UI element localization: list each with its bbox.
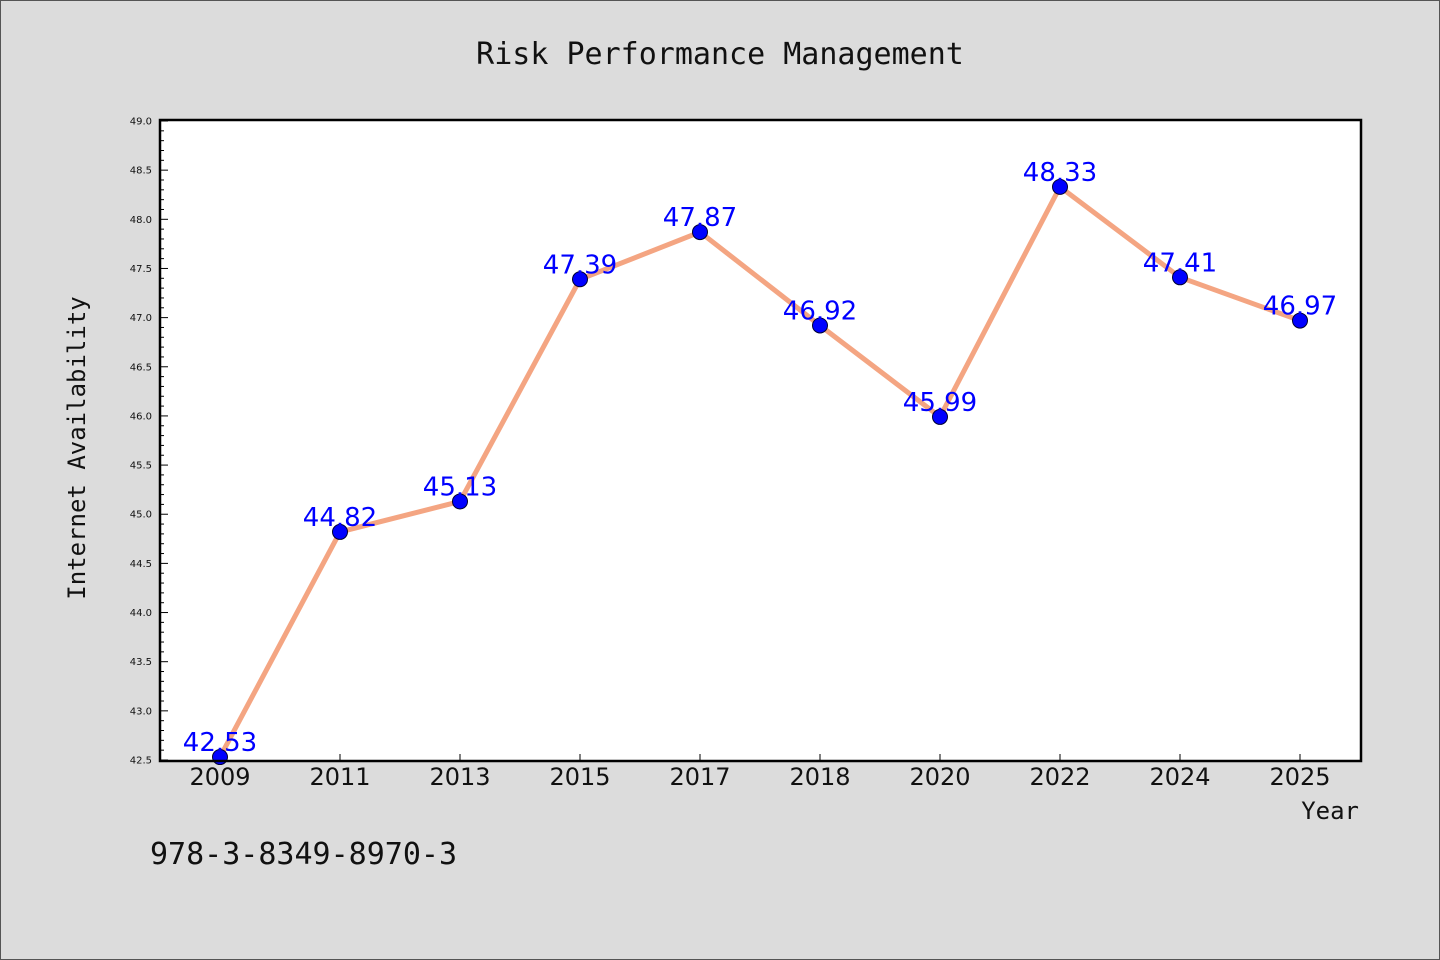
series-line	[217, 184, 1303, 760]
data-label: 47.41	[1143, 248, 1217, 278]
y-tick-label: 45.5	[130, 461, 152, 472]
x-tick-label: 2024	[1149, 763, 1210, 791]
x-tick-label: 2009	[189, 763, 250, 791]
y-tick-label: 48.0	[130, 215, 152, 226]
data-point	[1172, 269, 1188, 286]
x-tick-label: 2015	[549, 763, 610, 791]
y-tick-label: 47.5	[130, 264, 152, 275]
data-label: 42.53	[183, 728, 257, 758]
y-tick-label: 49.0	[130, 117, 152, 128]
y-tick-label: 43.5	[130, 657, 152, 668]
data-label: 44.82	[303, 503, 377, 533]
y-tick-label: 44.5	[130, 559, 152, 570]
y-tick-label: 46.5	[130, 362, 152, 373]
plot-area	[160, 120, 1361, 761]
isbn-text: 978-3-8349-8970-3	[150, 837, 457, 872]
y-tick-label: 47.0	[130, 313, 152, 324]
data-label: 45.13	[423, 472, 497, 502]
x-tick-label: 2022	[1029, 763, 1090, 791]
data-label: 48.33	[1023, 158, 1097, 188]
chart-title: Risk Performance Management	[476, 37, 964, 72]
data-label: 46.92	[783, 296, 857, 326]
x-tick-label: 2025	[1269, 763, 1330, 791]
x-axis-label: Year	[1301, 797, 1359, 825]
data-label: 45.99	[903, 388, 977, 418]
data-point	[452, 493, 468, 510]
series-layer	[217, 184, 1303, 760]
data-point	[812, 317, 828, 334]
y-tick-label: 42.5	[130, 756, 152, 767]
x-tick-label: 2018	[789, 763, 850, 791]
data-label: 47.39	[543, 250, 617, 280]
data-label: 47.87	[663, 203, 737, 233]
y-axis-label: Internet Availability	[63, 296, 91, 599]
x-tick-label: 2013	[429, 763, 490, 791]
y-tick-label: 44.0	[130, 608, 152, 619]
data-label-layer: 42.53 44.82 45.13 47.39 47.87 46.92 45.99 48.33…	[183, 158, 1337, 758]
y-tick-label: 46.0	[130, 411, 152, 422]
data-point	[572, 271, 588, 288]
y-tick-label: 45.0	[130, 510, 152, 521]
plot-frame	[158, 118, 1363, 763]
x-tick-label: 2017	[669, 763, 730, 791]
data-point	[692, 224, 708, 241]
x-tick-label: 2011	[309, 763, 370, 791]
y-tick-label: 48.5	[130, 166, 152, 177]
data-point	[1052, 178, 1068, 195]
data-point	[932, 408, 948, 425]
data-point	[1292, 312, 1308, 329]
y-tick-label: 43.0	[130, 706, 152, 717]
marker-layer	[212, 178, 1308, 766]
data-label: 46.97	[1263, 292, 1337, 322]
data-point	[332, 523, 348, 540]
x-tick-label: 2020	[909, 763, 970, 791]
tick-layer: 42.5 43.0 43.5 44.0 44.5 45.0 45.5 46.0 46.5 47.0…	[130, 117, 1331, 792]
